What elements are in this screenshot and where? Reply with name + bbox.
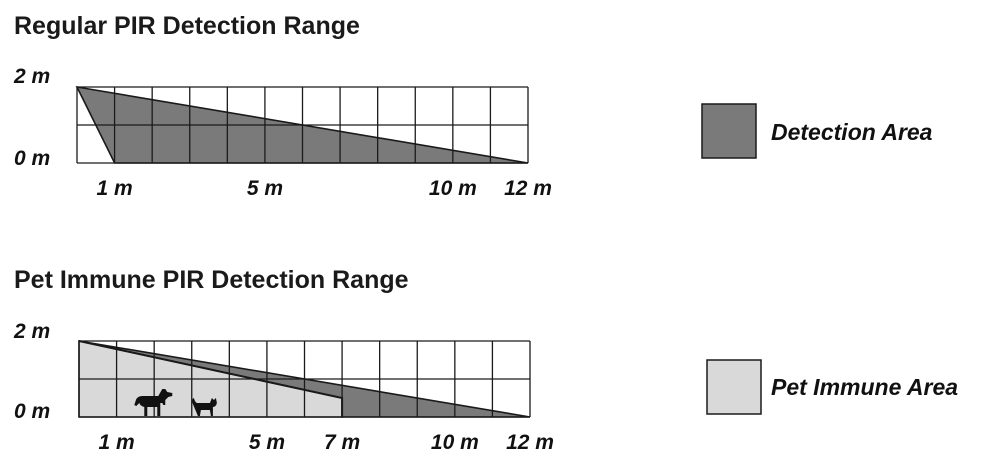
- cat-icon: [192, 398, 217, 416]
- pet-y-label-top: 2 m: [13, 320, 50, 343]
- pet-title: Pet Immune PIR Detection Range: [14, 266, 409, 294]
- regular-y-label-top: 2 m: [13, 65, 50, 88]
- legend-label-pet-immune: Pet Immune Area: [771, 374, 958, 400]
- legend-swatch-pet-immune: [706, 359, 762, 415]
- legend-swatch-detection: [701, 103, 757, 159]
- pet-x-tick-label: 7 m: [324, 431, 360, 454]
- regular-x-tick-label: 5 m: [247, 177, 283, 200]
- pet-x-tick-label: 5 m: [249, 431, 285, 454]
- regular-x-tick-label: 12 m: [504, 177, 552, 200]
- pet-x-tick-label: 12 m: [506, 431, 554, 454]
- pet-x-labels: 1 m 5 m 7 m 10 m 12 m: [98, 431, 553, 454]
- legend-label-detection: Detection Area: [771, 119, 933, 145]
- pet-grid: [78, 340, 531, 418]
- pet-x-tick-label: 10 m: [431, 431, 479, 454]
- regular-x-labels: 1 m 5 m 10 m 12 m: [96, 177, 551, 200]
- regular-title: Regular PIR Detection Range: [14, 12, 360, 40]
- pet-animals: [134, 389, 217, 416]
- pet-x-tick-label: 1 m: [98, 431, 134, 454]
- dog-icon: [134, 389, 173, 416]
- regular-x-tick-label: 10 m: [429, 177, 477, 200]
- pet-immune-boundary: [78, 340, 344, 417]
- pet-y-label-bottom: 0 m: [14, 400, 50, 423]
- regular-y-label-bottom: 0 m: [14, 147, 50, 170]
- regular-x-tick-label: 1 m: [96, 177, 132, 200]
- regular-grid: [76, 86, 529, 164]
